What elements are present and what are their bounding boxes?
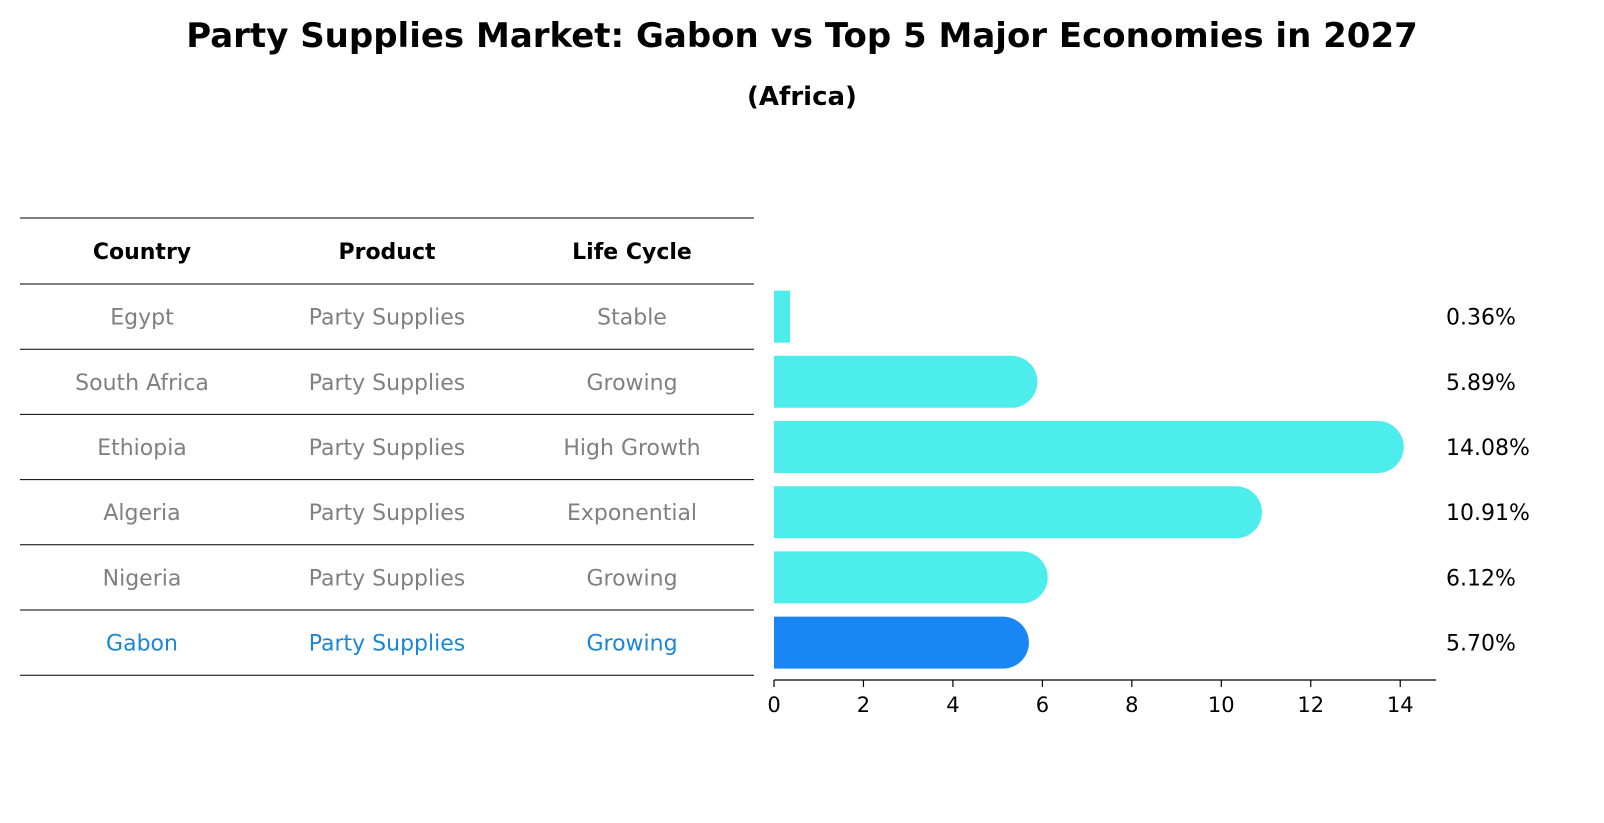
bar-gabon — [774, 616, 1029, 669]
table-cell-country: South Africa — [75, 371, 209, 396]
table-cell-product: Party Supplies — [309, 501, 466, 526]
x-tick-label: 10 — [1208, 693, 1235, 717]
header-product: Product — [338, 240, 436, 265]
table-cell-product: Party Supplies — [309, 306, 466, 331]
table-cell-country: Gabon — [106, 632, 178, 657]
x-tick-label: 6 — [1036, 693, 1049, 717]
bar-nigeria — [774, 551, 1048, 604]
bar-south-africa — [774, 355, 1038, 408]
value-label: 0.36% — [1446, 306, 1516, 331]
x-tick-label: 2 — [857, 693, 870, 717]
bar-algeria — [774, 486, 1263, 539]
table-cell-country: Algeria — [103, 501, 180, 526]
value-label: 6.12% — [1446, 566, 1516, 591]
x-tick-label: 4 — [946, 693, 959, 717]
bar-ethiopia — [774, 421, 1404, 473]
table-cell-country: Ethiopia — [97, 436, 187, 461]
x-tick-label: 8 — [1125, 693, 1138, 717]
chart-subtitle: (Africa) — [747, 82, 857, 112]
table-cell-product: Party Supplies — [309, 632, 466, 657]
value-label: 10.91% — [1446, 501, 1530, 526]
value-label: 5.70% — [1446, 632, 1516, 657]
table-cell-country: Egypt — [110, 306, 174, 331]
x-tick-label: 0 — [767, 693, 780, 717]
table-cell-life-cycle: Stable — [597, 306, 667, 331]
table-cell-country: Nigeria — [103, 566, 182, 591]
table-cell-life-cycle: Growing — [586, 566, 677, 591]
bar-egypt — [774, 290, 791, 343]
table-cell-product: Party Supplies — [309, 436, 466, 461]
table-cell-product: Party Supplies — [309, 566, 466, 591]
value-label: 5.89% — [1446, 371, 1516, 396]
header-life-cycle: Life Cycle — [572, 240, 692, 265]
x-tick-label: 14 — [1387, 693, 1414, 717]
table-cell-product: Party Supplies — [309, 371, 466, 396]
header-country: Country — [93, 240, 191, 265]
chart-title: Party Supplies Market: Gabon vs Top 5 Ma… — [186, 16, 1418, 56]
table-cell-life-cycle: Growing — [586, 632, 677, 657]
x-tick-label: 12 — [1297, 693, 1324, 717]
table-cell-life-cycle: Exponential — [567, 501, 697, 526]
value-label: 14.08% — [1446, 436, 1530, 461]
table-cell-life-cycle: High Growth — [563, 436, 700, 461]
table-cell-life-cycle: Growing — [586, 371, 677, 396]
